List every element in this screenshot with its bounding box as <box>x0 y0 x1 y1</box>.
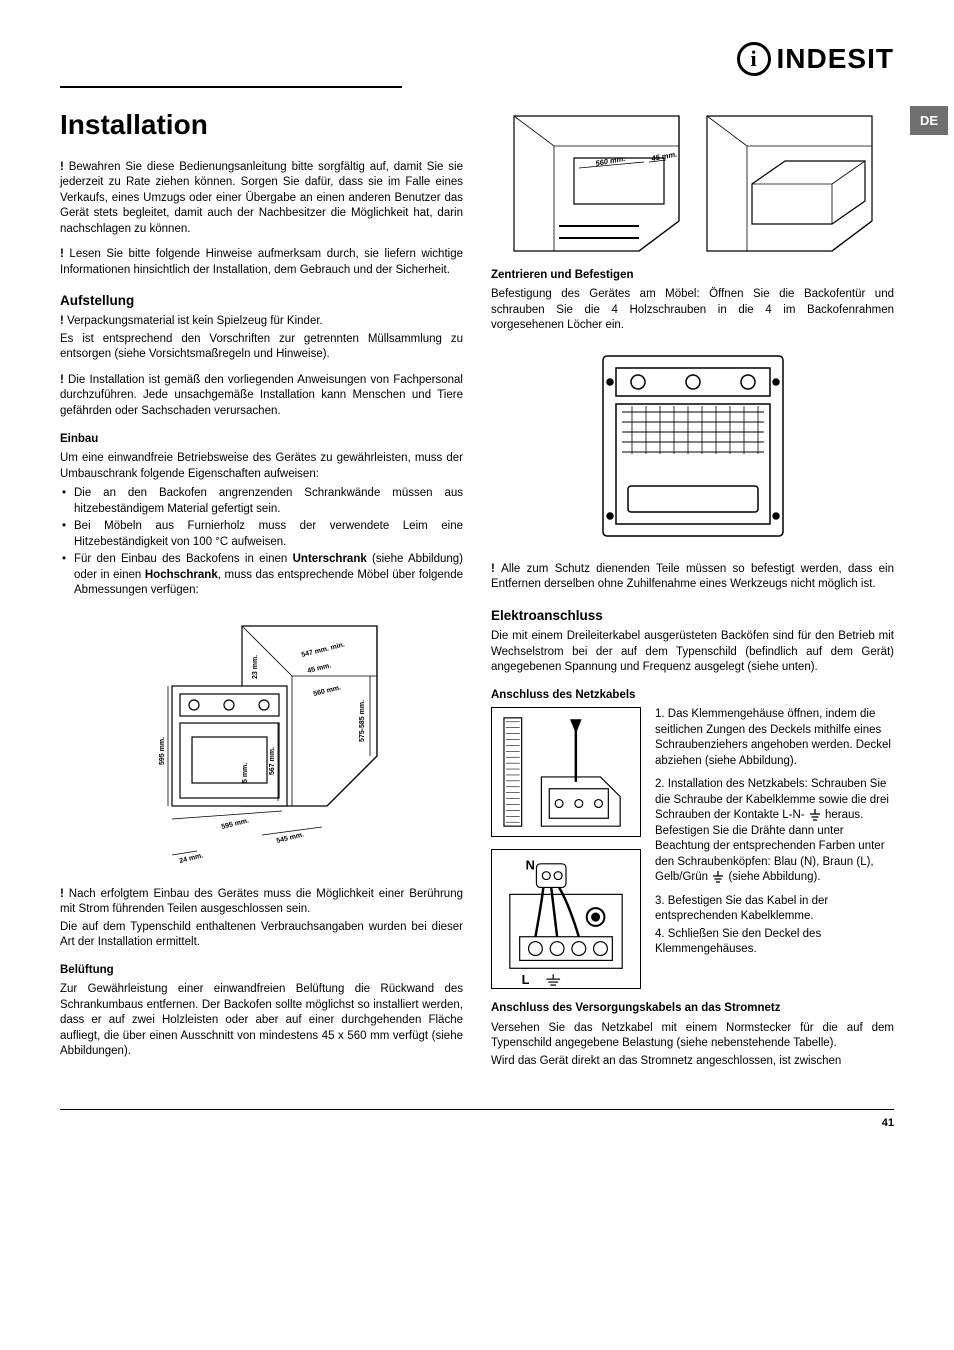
oven-dimensions-diagram: 595 mm. 595 mm. 545 mm. 24 mm. 5 mm. 567… <box>122 611 402 871</box>
svg-text:567 mm.: 567 mm. <box>269 747 276 775</box>
heading-netzkabel: Anschluss des Netzkabels <box>491 688 894 704</box>
aufstellung-warn: Verpackungsmaterial ist kein Spielzeug f… <box>60 314 463 330</box>
terminal-open-diagram <box>491 707 641 837</box>
einbau-list: Die an den Backofen angrenzenden Schrank… <box>60 486 463 599</box>
after-figure-p: Die auf dem Typenschild enthaltenen Verb… <box>60 920 463 951</box>
figure-oven-front <box>491 346 894 546</box>
heading-stromnetz: Anschluss des Versorgungskabels an das S… <box>491 1001 894 1017</box>
step-2: 2. Installation des Netzkabels: Schraube… <box>655 777 894 886</box>
zentrieren-p: Befestigung des Gerätes am Möbel: Öffnen… <box>491 287 894 334</box>
svg-text:N: N <box>526 858 535 873</box>
heading-aufstellung: Aufstellung <box>60 292 463 310</box>
cabinet-diagram-2 <box>697 106 882 256</box>
svg-text:560 mm.: 560 mm. <box>312 684 341 698</box>
list-item: Die an den Backofen angrenzenden Schrank… <box>60 486 463 517</box>
ground-icon <box>808 808 822 822</box>
svg-text:45 mm.: 45 mm. <box>306 662 331 675</box>
step-4: 4. Schließen Sie den Deckel des Klemmeng… <box>655 927 894 958</box>
svg-text:23 mm.: 23 mm. <box>252 654 259 678</box>
belueftung-p: Zur Gewährleistung einer einwandfreien B… <box>60 982 463 1060</box>
terminal-wiring-diagram: N L <box>491 849 641 989</box>
brand-icon: i <box>737 42 771 76</box>
language-tab: DE <box>910 106 948 136</box>
figure-dimensions: 595 mm. 595 mm. 545 mm. 24 mm. 5 mm. 567… <box>60 611 463 871</box>
aufstellung-p1: Es ist entsprechend den Vorschriften zur… <box>60 332 463 363</box>
zentrieren-warn: Alle zum Schutz dienenden Teile müssen s… <box>491 562 894 593</box>
netzkabel-block: N L 1. Das Klemmengehäuse öffnen, indem … <box>491 707 894 989</box>
stromnetz-p2: Wird das Gerät direkt an das Stromnetz a… <box>491 1054 894 1070</box>
step-3: 3. Befestigen Sie das Kabel in der entsp… <box>655 894 894 925</box>
after-figure-warn: Nach erfolgtem Einbau des Gerätes muss d… <box>60 887 463 918</box>
svg-text:575-585 mm.: 575-585 mm. <box>359 700 366 742</box>
brand-name: INDESIT <box>777 40 894 78</box>
svg-text:5 mm.: 5 mm. <box>242 762 249 782</box>
cabinet-diagram-1: 560 mm. 45 mm. <box>504 106 689 256</box>
aufstellung-warn2: Die Installation ist gemäß den vorliegen… <box>60 373 463 420</box>
oven-front-diagram <box>588 346 798 546</box>
heading-einbau: Einbau <box>60 432 463 448</box>
svg-text:545 mm.: 545 mm. <box>275 831 304 845</box>
intro-warning-1: Bewahren Sie diese Bedienungsanleitung b… <box>60 160 463 238</box>
svg-text:547 mm. min.: 547 mm. min. <box>300 641 345 659</box>
left-column: Installation Bewahren Sie diese Bedienun… <box>60 106 463 1079</box>
einbau-p1: Um eine einwandfreie Betriebsweise des G… <box>60 451 463 482</box>
brand-logo: i INDESIT <box>737 40 894 78</box>
right-column: 560 mm. 45 mm. <box>491 106 894 1079</box>
figure-ventilation: 560 mm. 45 mm. <box>491 106 894 256</box>
svg-text:595 mm.: 595 mm. <box>220 817 249 831</box>
heading-zentrieren: Zentrieren und Befestigen <box>491 268 894 284</box>
page-number: 41 <box>882 1117 894 1129</box>
step-1: 1. Das Klemmengehäuse öffnen, indem die … <box>655 707 894 769</box>
svg-text:595 mm.: 595 mm. <box>159 737 166 765</box>
intro-warning-2: Lesen Sie bitte folgende Hinweise aufmer… <box>60 247 463 278</box>
page-footer: 41 <box>60 1109 894 1131</box>
list-item: Für den Einbau des Backofens in einen Un… <box>60 552 463 599</box>
stromnetz-p1: Versehen Sie das Netzkabel mit einem Nor… <box>491 1021 894 1052</box>
heading-elektro: Elektroanschluss <box>491 607 894 625</box>
header: i INDESIT <box>60 40 894 78</box>
ground-icon <box>711 870 725 884</box>
top-divider <box>60 86 402 88</box>
elektro-p: Die mit einem Dreileiterkabel ausgerüste… <box>491 629 894 676</box>
heading-belueftung: Belüftung <box>60 963 463 979</box>
svg-text:L: L <box>522 972 530 987</box>
svg-text:24 mm.: 24 mm. <box>178 852 203 865</box>
page-title: Installation <box>60 106 463 144</box>
content: DE Installation Bewahren Sie diese Bedie… <box>60 106 894 1079</box>
list-item: Bei Möbeln aus Furnierholz muss der verw… <box>60 519 463 550</box>
